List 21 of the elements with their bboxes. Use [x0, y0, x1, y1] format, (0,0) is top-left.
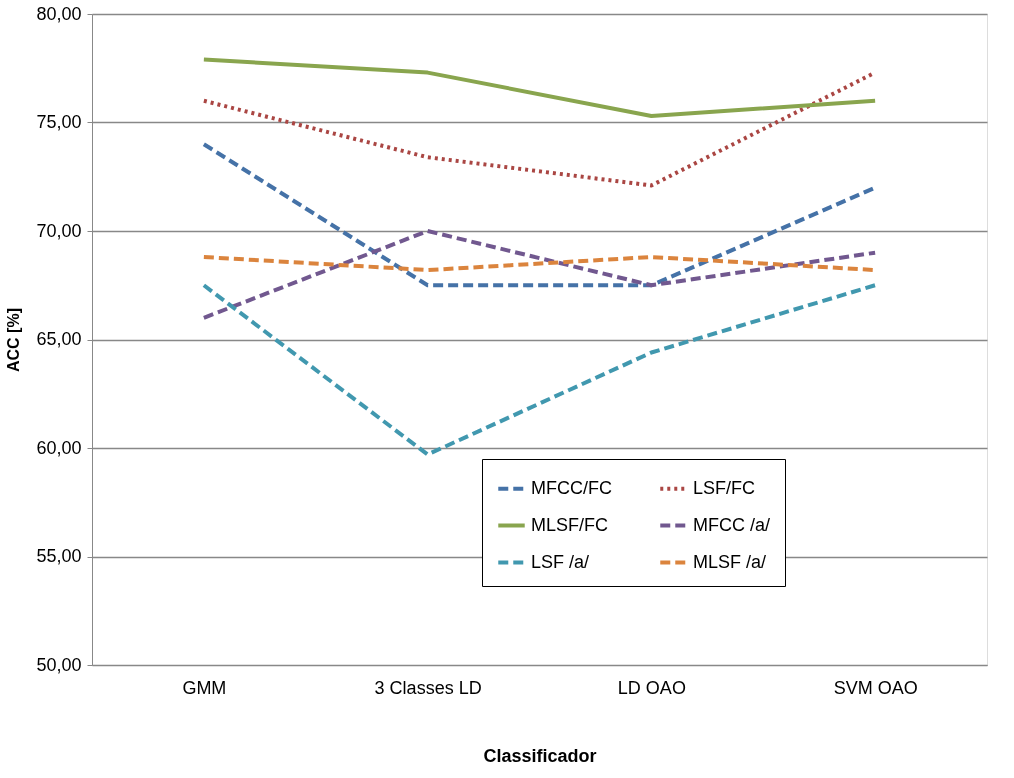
legend-label: LSF /a/ [531, 551, 590, 572]
legend-label: MLSF/FC [531, 514, 609, 535]
x-axis-title: Classificador [483, 745, 597, 766]
legend-label: MLSF /a/ [693, 551, 767, 572]
y-tick-label: 70,00 [36, 220, 82, 241]
y-tick-label: 65,00 [36, 329, 82, 349]
x-tick-label: 3 Classes LD [374, 677, 482, 698]
y-tick-label: 60,00 [36, 437, 82, 458]
y-tick-label: 50,00 [36, 654, 82, 675]
y-tick-label: 75,00 [36, 112, 82, 132]
line-series [201, 229, 878, 320]
y-axis-title: ACC [%] [5, 308, 23, 372]
x-tick-label: SVM OAO [833, 677, 918, 698]
legend-label: MFCC/FC [531, 477, 612, 498]
y-tick-label: 80,00 [36, 3, 82, 24]
legend-label: LSF/FC [693, 477, 756, 498]
line-series [201, 57, 878, 118]
x-tick-label: LD OAO [617, 677, 686, 698]
x-tick-label: GMM [182, 677, 227, 698]
y-tick-label: 55,00 [36, 546, 82, 566]
legend-label: MFCC /a/ [693, 514, 771, 535]
